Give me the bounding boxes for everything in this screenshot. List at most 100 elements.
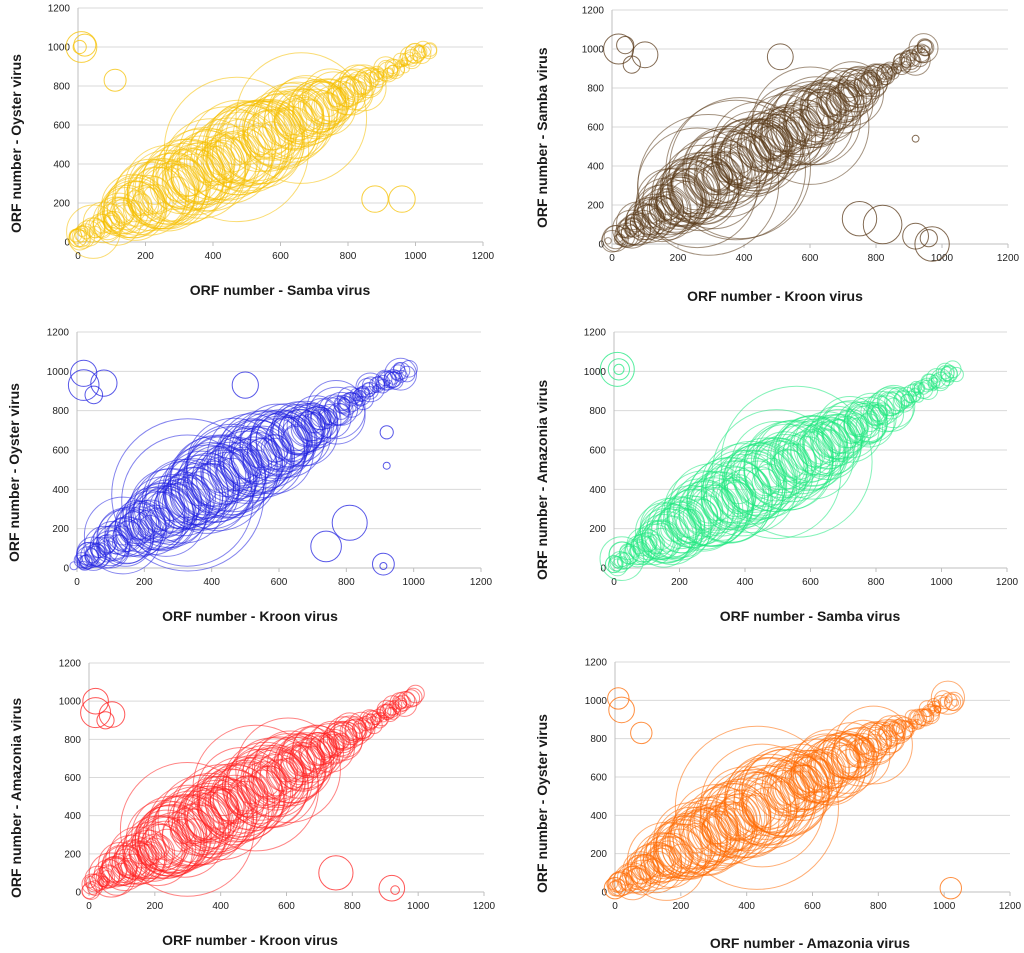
outlier-point <box>616 36 635 55</box>
data-point <box>224 744 309 829</box>
y-tick-label: 200 <box>589 524 606 535</box>
data-point <box>218 419 294 495</box>
data-point <box>895 386 918 409</box>
outlier-point <box>372 552 395 576</box>
bubble-series <box>80 684 425 902</box>
outlier-point <box>379 425 394 440</box>
scatter-panel-kroon-amazonia: 0 200 400 600 800 1000 1200 0 200 400 600 800 1000 12… <box>0 645 500 953</box>
outlier-point <box>914 226 950 262</box>
data-point <box>765 109 809 152</box>
x-tick-label: 1000 <box>933 901 956 912</box>
data-point <box>845 733 880 768</box>
y-tick-label: 400 <box>64 811 81 822</box>
data-point <box>646 496 712 561</box>
outlier-point <box>919 229 938 248</box>
y-tick-label: 1000 <box>584 367 607 378</box>
data-point <box>669 97 811 240</box>
data-point <box>257 81 335 159</box>
data-point <box>913 708 931 726</box>
x-axis-label: ORF number - Kroon virus <box>687 288 863 304</box>
data-point <box>930 680 965 715</box>
y-axis-label: ORF number - Amazonia virus <box>534 379 550 580</box>
data-point <box>186 426 279 519</box>
data-point <box>753 431 816 494</box>
scatter-panel-amazonia-oyster: 0 200 400 600 800 1000 1200 0 200 400 600 800 1000 12… <box>520 645 1024 953</box>
outlier-point <box>605 555 623 574</box>
data-point <box>625 224 638 237</box>
data-point <box>421 43 438 60</box>
data-point <box>700 743 825 868</box>
data-point <box>817 67 872 123</box>
outlier-point <box>72 39 87 55</box>
data-point <box>214 418 293 496</box>
data-point <box>389 692 410 713</box>
data-point <box>392 63 405 76</box>
y-tick-label: 200 <box>64 849 81 860</box>
data-point <box>863 63 887 87</box>
bubble-series <box>600 33 950 262</box>
data-point <box>235 52 368 184</box>
data-point <box>837 66 879 108</box>
data-point <box>176 790 230 843</box>
y-tick-label: 400 <box>587 162 604 173</box>
outlier-point <box>766 43 794 71</box>
y-tick-label: 600 <box>53 121 70 132</box>
x-tick-label: 800 <box>868 253 885 264</box>
data-point <box>376 699 397 721</box>
x-tick-label: 200 <box>136 577 153 588</box>
x-tick-label: 800 <box>868 577 885 588</box>
data-point <box>892 720 913 741</box>
data-point <box>81 873 103 895</box>
y-tick-label: 0 <box>600 564 606 575</box>
outlier-point <box>862 204 903 245</box>
data-point <box>150 507 174 531</box>
data-point <box>255 411 313 468</box>
x-tick-label: 600 <box>272 251 289 262</box>
y-tick-label: 400 <box>590 811 607 822</box>
data-point <box>172 165 205 197</box>
outlier-point <box>80 697 112 729</box>
data-point <box>771 104 825 158</box>
data-point <box>874 715 907 747</box>
x-tick-label: 0 <box>75 251 81 262</box>
data-point <box>807 70 867 130</box>
data-point <box>161 163 201 203</box>
x-tick-label: 1200 <box>999 901 1022 912</box>
x-axis-label: ORF number - Samba virus <box>719 608 901 624</box>
data-point <box>720 385 873 538</box>
y-tick-label: 800 <box>53 82 70 93</box>
y-tick-label: 0 <box>64 238 70 249</box>
data-point <box>822 722 879 779</box>
data-point <box>406 684 425 704</box>
data-point <box>282 424 310 452</box>
x-tick-label: 800 <box>338 577 355 588</box>
data-point <box>672 157 729 215</box>
x-tick-label: 200 <box>671 577 688 588</box>
outlier-point <box>310 530 342 563</box>
data-point <box>674 725 839 890</box>
data-point <box>608 541 637 570</box>
data-point <box>384 357 418 391</box>
x-tick-label: 200 <box>146 901 163 912</box>
data-point <box>145 461 221 537</box>
outlier-point <box>84 385 104 405</box>
data-point <box>403 687 423 707</box>
bubble-series <box>65 31 438 259</box>
x-axis-label: ORF number - Kroon virus <box>162 932 338 948</box>
scatter-panel-samba-oyster: 0 200 400 600 800 1000 1200 0 200 400 600 800 1000 12… <box>0 0 500 310</box>
y-tick-label: 1000 <box>47 367 70 378</box>
data-point <box>854 721 893 760</box>
data-point <box>702 450 780 527</box>
data-point <box>790 91 841 143</box>
x-tick-label: 800 <box>344 901 361 912</box>
x-axis-label: ORF number - Samba virus <box>189 282 371 298</box>
data-point <box>860 395 895 429</box>
y-tick-label: 0 <box>601 888 607 899</box>
data-point <box>330 86 355 111</box>
data-point <box>771 76 861 166</box>
data-point <box>291 725 345 778</box>
outlier-point <box>331 504 368 541</box>
data-point <box>359 709 380 730</box>
data-point <box>106 174 168 236</box>
data-point <box>775 119 804 148</box>
